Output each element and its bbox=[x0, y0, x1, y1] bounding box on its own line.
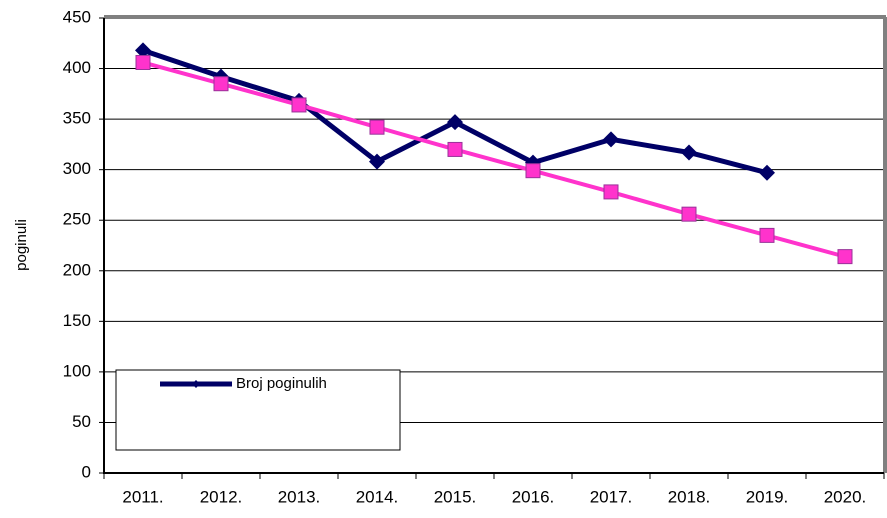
y-tick-label: 50 bbox=[72, 412, 91, 431]
marker bbox=[681, 206, 697, 222]
marker bbox=[213, 76, 229, 92]
x-tick-label: 2016. bbox=[512, 487, 555, 506]
marker bbox=[369, 119, 385, 135]
y-tick-label: 200 bbox=[63, 260, 91, 279]
y-axis-label: poginuli bbox=[13, 219, 30, 271]
marker bbox=[603, 184, 619, 200]
x-tick-label: 2018. bbox=[668, 487, 711, 506]
marker bbox=[759, 164, 775, 181]
x-tick-label: 2012. bbox=[200, 487, 243, 506]
legend-label: Broj poginulih bbox=[236, 375, 327, 392]
marker bbox=[525, 163, 541, 179]
marker bbox=[681, 144, 697, 161]
legend-marker bbox=[192, 380, 200, 388]
marker bbox=[603, 131, 619, 148]
x-tick-label: 2017. bbox=[590, 487, 633, 506]
marker bbox=[291, 97, 307, 113]
marker bbox=[447, 141, 463, 157]
y-tick-label: 350 bbox=[63, 109, 91, 128]
marker bbox=[135, 54, 151, 70]
marker bbox=[837, 249, 853, 265]
y-tick-label: 150 bbox=[63, 311, 91, 330]
x-tick-label: 2020. bbox=[824, 487, 867, 506]
marker bbox=[759, 227, 775, 243]
y-tick-label: 300 bbox=[63, 159, 91, 178]
y-tick-label: 450 bbox=[63, 7, 91, 26]
marker bbox=[447, 114, 463, 131]
y-tick-label: 250 bbox=[63, 210, 91, 229]
marker bbox=[135, 42, 151, 59]
y-tick-label: 100 bbox=[63, 361, 91, 380]
x-tick-label: 2011. bbox=[122, 487, 163, 506]
marker bbox=[369, 153, 385, 170]
x-tick-label: 2013. bbox=[278, 487, 321, 506]
y-tick-label: 0 bbox=[82, 462, 91, 481]
series-line bbox=[142, 60, 846, 259]
x-tick-label: 2014. bbox=[356, 487, 399, 506]
y-tick-label: 400 bbox=[63, 58, 91, 77]
x-tick-label: 2015. bbox=[434, 487, 477, 506]
x-tick-label: 2019. bbox=[746, 487, 789, 506]
